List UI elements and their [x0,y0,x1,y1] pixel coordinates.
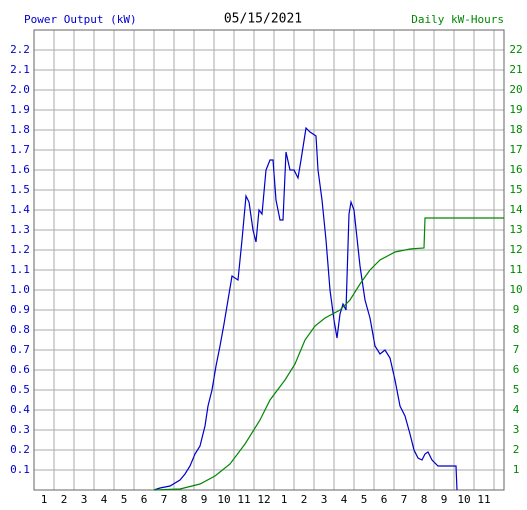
y-tick-label: 0.2 [10,443,30,456]
series-line [153,126,458,491]
y2-tick-label: 10 [509,283,522,296]
x-tick-label: 6 [381,493,388,506]
y-tick-label: 1.4 [10,203,30,216]
y2-tick-label: 16 [509,163,522,176]
y-tick-label: 0.8 [10,323,30,336]
y-tick-label: 0.6 [10,363,30,376]
x-tick-label: 10 [217,493,230,506]
chart-title: 05/15/2021 [224,12,302,27]
y2-tick-label: 22 [509,43,522,56]
x-tick-label: 2 [61,493,68,506]
y2-tick-label: 3 [513,423,520,436]
y-tick-label: 1.3 [10,223,30,236]
x-tick-label: 5 [361,493,368,506]
x-tick-label: 8 [421,493,428,506]
y-tick-label: 2.0 [10,83,30,96]
x-tick-label: 3 [321,493,328,506]
y-axis-label: Power Output (kW) [24,13,137,26]
x-tick-label: 8 [181,493,188,506]
y2-tick-label: 9 [513,303,520,316]
y-tick-label: 0.3 [10,423,30,436]
x-tick-label: 7 [401,493,408,506]
y-tick-label: 1.9 [10,103,30,116]
x-tick-label: 9 [441,493,448,506]
y-tick-label: 1.2 [10,243,30,256]
x-tick-label: 9 [201,493,208,506]
x-tick-label: 3 [81,493,88,506]
y-tick-label: 1.5 [10,183,30,196]
x-tick-label: 2 [301,493,308,506]
y-tick-label: 1.6 [10,163,30,176]
y-tick-label: 0.9 [10,303,30,316]
x-tick-label: 4 [341,493,348,506]
y2-tick-label: 15 [509,183,522,196]
x-tick-label: 11 [477,493,490,506]
y2-tick-label: 4 [513,403,520,416]
y-tick-label: 2.2 [10,43,30,56]
x-tick-label: 5 [121,493,128,506]
y-tick-label: 0.4 [10,403,30,416]
x-tick-label: 6 [141,493,148,506]
plot-frame [33,29,505,491]
y2-tick-label: 7 [513,343,520,356]
y-tick-label: 0.5 [10,383,30,396]
y-tick-label: 0.7 [10,343,30,356]
series-line [153,217,504,491]
y-tick-label: 2.1 [10,63,30,76]
y2-tick-label: 14 [509,203,523,216]
y2-tick-label: 6 [513,363,520,376]
x-tick-label: 1 [281,493,288,506]
x-tick-label: 12 [257,493,270,506]
y2-tick-label: 5 [513,383,520,396]
y-tick-label: 1.8 [10,123,30,136]
y-tick-label: 1.0 [10,283,30,296]
y2-tick-label: 17 [509,143,522,156]
y2-tick-label: 11 [509,263,522,276]
x-tick-label: 11 [237,493,250,506]
y-tick-label: 1.7 [10,143,30,156]
y-tick-label: 0.1 [10,463,30,476]
x-tick-label: 10 [457,493,470,506]
y2-tick-label: 21 [509,63,522,76]
x-tick-label: 7 [161,493,168,506]
y-tick-label: 1.1 [10,263,30,276]
y2-axis-label: Daily kW-Hours [411,13,504,26]
y2-tick-label: 12 [509,243,522,256]
y2-tick-label: 20 [509,83,522,96]
y2-tick-label: 18 [509,123,522,136]
y2-tick-label: 2 [513,443,520,456]
y2-tick-label: 1 [513,463,520,476]
x-tick-label: 4 [101,493,108,506]
y2-tick-label: 19 [509,103,522,116]
y2-tick-label: 13 [509,223,522,236]
x-tick-label: 1 [41,493,48,506]
y2-tick-label: 8 [513,323,520,336]
